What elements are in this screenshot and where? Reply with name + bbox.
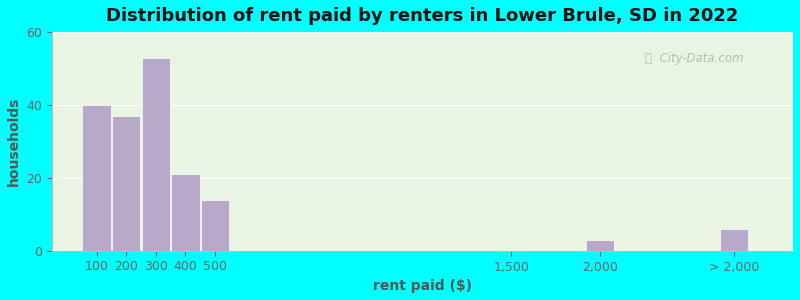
X-axis label: rent paid ($): rent paid ($)	[373, 279, 472, 293]
Bar	[142, 58, 170, 251]
Y-axis label: households: households	[7, 97, 21, 186]
Bar	[720, 229, 748, 251]
Text: ⓘ  City-Data.com: ⓘ City-Data.com	[645, 52, 743, 65]
Bar	[82, 105, 110, 251]
Bar	[112, 116, 140, 251]
Bar	[171, 174, 199, 251]
Title: Distribution of rent paid by renters in Lower Brule, SD in 2022: Distribution of rent paid by renters in …	[106, 7, 738, 25]
Bar	[586, 240, 614, 251]
Bar	[201, 200, 229, 251]
